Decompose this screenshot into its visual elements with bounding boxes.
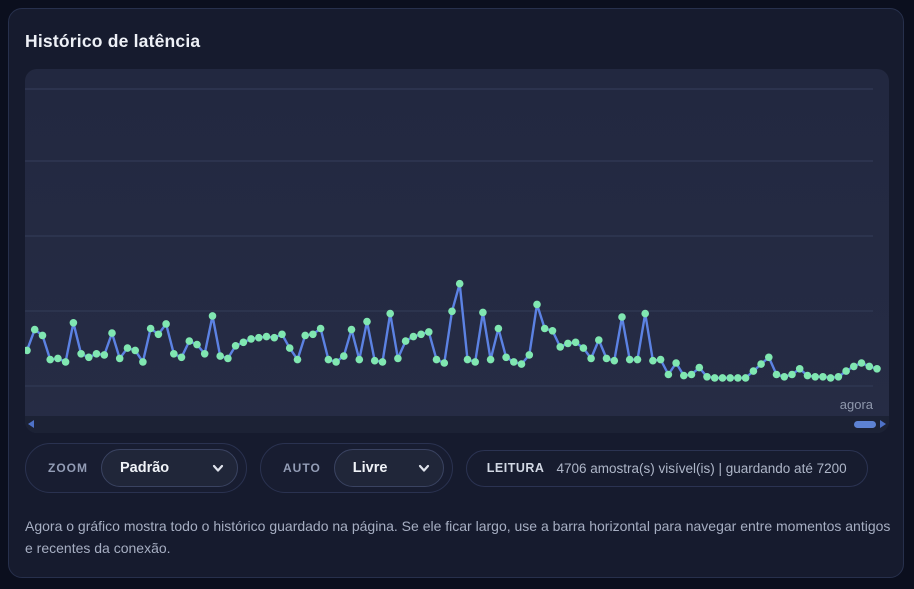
auto-select-value: Livre — [352, 460, 388, 476]
x-axis-now-label: agora — [839, 397, 873, 412]
zoom-select-value: Padrão — [120, 460, 170, 476]
reading-value: 4706 amostra(s) visível(is) | guardando … — [556, 460, 847, 476]
reading-label: LEITURA — [486, 461, 545, 475]
zoom-select[interactable]: Padrão — [101, 449, 238, 487]
zoom-control-group: ZOOM Padrão — [25, 443, 247, 493]
chart-help-text: Agora o gráfico mostra todo o histórico … — [25, 518, 891, 556]
page-title: Histórico de latência — [25, 31, 201, 51]
auto-control-group: AUTO Livre — [260, 443, 453, 493]
latency-history-card: Histórico de latência agora ZOOM Padrão … — [8, 8, 904, 578]
zoom-label: ZOOM — [48, 461, 88, 475]
chart-horizontal-scrollbar[interactable] — [25, 416, 889, 433]
chart-controls-row: ZOOM Padrão AUTO Livre LEITURA 4706 amos… — [25, 443, 889, 493]
auto-label: AUTO — [283, 461, 321, 475]
scrollbar-thumb[interactable] — [854, 421, 876, 428]
chevron-down-icon — [417, 461, 431, 475]
chevron-down-icon — [211, 461, 225, 475]
scroll-left-icon[interactable] — [28, 420, 34, 428]
chart-panel: agora — [25, 69, 889, 433]
auto-select[interactable]: Livre — [333, 449, 444, 487]
scroll-right-icon[interactable] — [880, 420, 886, 428]
reading-status-pill: LEITURA 4706 amostra(s) visível(is) | gu… — [465, 449, 868, 487]
latency-line-chart[interactable] — [25, 69, 889, 416]
